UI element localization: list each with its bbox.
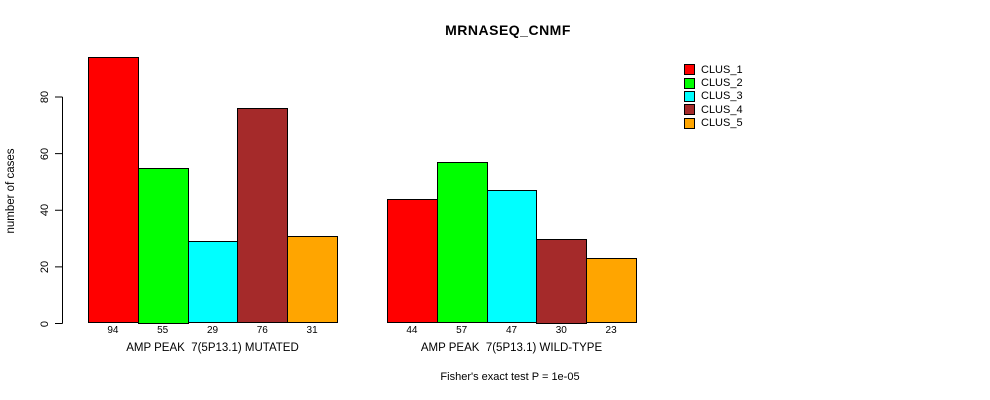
legend-swatch — [684, 90, 695, 102]
bar-value-label: 55 — [157, 325, 169, 336]
bar-clus_4 — [237, 108, 288, 324]
bar-clus_5 — [287, 235, 338, 324]
bar-value-label: 31 — [306, 325, 318, 336]
y-tick-label: 20 — [39, 260, 51, 273]
legend-item: CLUS_1 — [684, 63, 743, 76]
legend-label: CLUS_5 — [701, 117, 743, 130]
group-label: AMP PEAK 7(5P13.1) MUTATED — [126, 342, 299, 354]
bar-value-label: 47 — [505, 325, 518, 336]
caption: Fisher's exact test P = 1e-05 — [440, 371, 580, 383]
legend-swatch — [684, 64, 695, 76]
bar-clus_2 — [437, 162, 488, 324]
bar-value-label: 76 — [256, 325, 268, 336]
legend-item: CLUS_5 — [684, 117, 743, 130]
bar-value-label: 57 — [456, 325, 468, 336]
chart-title: MRNASEQ_CNMF — [445, 22, 571, 38]
legend-label: CLUS_3 — [701, 90, 743, 103]
bar-clus_3 — [188, 241, 238, 324]
legend-item: CLUS_4 — [684, 103, 743, 116]
bar-clus_3 — [487, 190, 537, 324]
legend-label: CLUS_4 — [701, 103, 743, 116]
bar-value-label: 23 — [605, 325, 617, 336]
bar-clus_1 — [88, 57, 139, 324]
legend-item: CLUS_3 — [684, 90, 743, 103]
bar-clus_1 — [387, 198, 438, 324]
group-label: AMP PEAK 7(5P13.1) WILD-TYPE — [420, 342, 603, 354]
legend-label: CLUS_1 — [701, 63, 743, 76]
y-tick-label: 60 — [39, 147, 51, 160]
bar-clus_4 — [536, 238, 587, 324]
y-tick-label: 40 — [39, 204, 51, 217]
bar-value-label: 29 — [206, 325, 219, 336]
bar-value-label: 94 — [107, 325, 119, 336]
legend-item: CLUS_2 — [684, 76, 743, 89]
bar-clus_5 — [586, 258, 637, 324]
bar-clus_2 — [138, 167, 189, 324]
legend-swatch — [684, 104, 695, 116]
legend-label: CLUS_2 — [701, 77, 743, 90]
legend: CLUS_1 CLUS_2 CLUS_3 CLUS_4 CLUS_5 — [684, 63, 743, 130]
legend-swatch — [684, 117, 695, 129]
bar-value-label: 44 — [406, 325, 418, 336]
bar-value-label: 30 — [555, 325, 567, 336]
legend-swatch — [684, 77, 695, 89]
y-tick-label: 0 — [39, 320, 51, 327]
y-tick-label: 80 — [39, 90, 51, 104]
